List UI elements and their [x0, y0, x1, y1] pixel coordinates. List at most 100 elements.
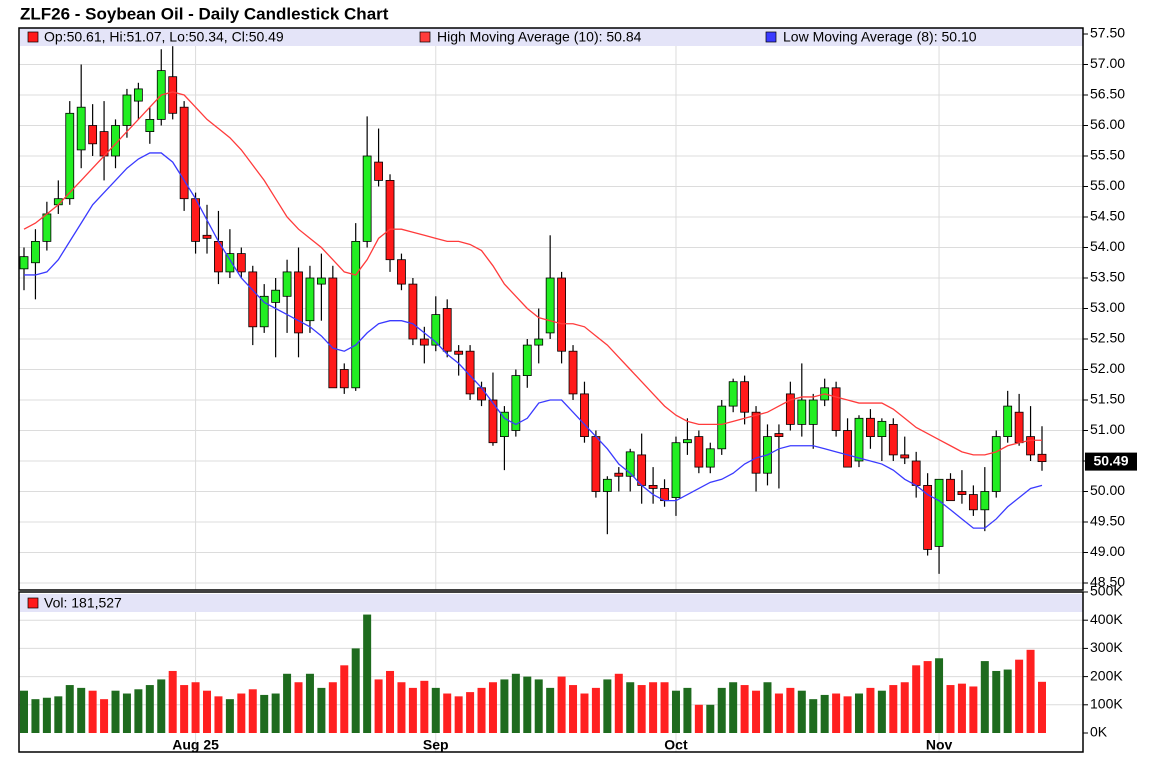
x-tick-label: Oct: [664, 737, 688, 753]
candle-body: [625, 451, 635, 477]
candle-body: [774, 433, 784, 437]
y-tick-label: 49.50: [1090, 513, 1125, 529]
candle-body: [385, 179, 395, 261]
candle-body: [225, 253, 235, 273]
candle-body: [19, 256, 29, 270]
volume-bar: [374, 679, 383, 733]
candle-body: [740, 381, 750, 413]
candle-body: [694, 436, 704, 468]
candle-body: [534, 338, 544, 346]
volume-bar: [214, 696, 223, 733]
volume-bar: [980, 661, 989, 733]
candle-body: [591, 436, 601, 492]
volume-legend: Vol: 181,527: [44, 595, 122, 611]
candle-body: [602, 478, 612, 492]
volume-bar: [363, 614, 372, 733]
y-tick-label: 51.00: [1090, 421, 1125, 437]
candle-body: [374, 161, 383, 181]
volume-bar: [42, 697, 51, 733]
candle-body: [488, 399, 498, 444]
volume-bar: [591, 687, 600, 733]
volume-bar: [660, 682, 669, 733]
volume-bar: [386, 670, 395, 733]
candle-body: [1003, 405, 1013, 438]
volume-bar: [832, 693, 841, 733]
volume-bar: [1038, 681, 1046, 733]
candle-body: [236, 253, 246, 273]
candle-body: [31, 240, 40, 264]
candle-body: [968, 494, 978, 511]
volume-frame: [18, 591, 1084, 753]
volume-bar: [248, 689, 257, 733]
candle-body: [76, 106, 86, 151]
candle-body: [397, 259, 406, 285]
volume-bar: [809, 699, 818, 733]
volume-bar: [168, 670, 177, 733]
candle-body: [545, 277, 555, 334]
candle-body: [431, 314, 441, 346]
volume-bar: [649, 682, 658, 733]
candle-body: [888, 423, 898, 456]
volume-bar: [820, 694, 829, 733]
volume-bar: [203, 690, 212, 733]
volume-bar: [88, 690, 97, 733]
candle-body: [831, 387, 841, 431]
y-tick-label: 54.50: [1090, 208, 1125, 224]
chart-title: ZLF26 - Soybean Oil - Daily Candlestick …: [20, 4, 389, 23]
y-tick-label: 56.50: [1090, 86, 1125, 102]
candle-body: [316, 277, 326, 285]
legend-swatch: [27, 597, 39, 609]
candle-body: [946, 478, 955, 502]
volume-bar: [740, 685, 749, 733]
candle-body: [465, 350, 475, 395]
legend-high-ma: High Moving Average (10): 50.84: [437, 29, 642, 45]
candle-body: [854, 417, 864, 462]
y-tick-label: 57.50: [1090, 25, 1125, 41]
moving-average-line: [24, 152, 1043, 529]
candle-body: [717, 405, 727, 450]
volume-bar: [157, 679, 166, 733]
volume-bar: [912, 665, 921, 733]
volume-bar: [511, 673, 520, 733]
volume-bar: [774, 693, 783, 733]
volume-bar: [786, 687, 795, 733]
candle-body: [168, 76, 178, 114]
volume-legend-band: [20, 594, 1083, 612]
volume-bar: [763, 682, 772, 733]
volume-bar: [557, 676, 566, 733]
candle-body: [65, 112, 75, 200]
candle-body: [328, 277, 338, 389]
candle-body: [145, 119, 155, 133]
candle-body: [522, 344, 532, 377]
candle-body: [900, 454, 910, 459]
candle-body: [671, 442, 681, 499]
candle-body: [877, 420, 887, 438]
candle-body: [866, 417, 875, 437]
candle-body: [500, 411, 509, 438]
y-tick-label: 57.00: [1090, 55, 1125, 71]
volume-bar: [523, 676, 532, 733]
volume-bar: [191, 682, 200, 733]
volume-bar: [54, 696, 63, 733]
volume-bar: [20, 690, 28, 733]
candle-body: [934, 478, 944, 547]
candle-body: [797, 399, 807, 425]
plot: [19, 46, 1047, 733]
last-price-label: 50.49: [1093, 452, 1128, 468]
volume-bar: [283, 673, 292, 733]
volume-bar: [797, 690, 806, 733]
candle-body: [351, 240, 361, 389]
y-tick-label: 48.50: [1090, 574, 1125, 590]
volume-bar: [752, 690, 761, 733]
candle-body: [557, 277, 566, 352]
candle-body: [808, 399, 818, 425]
candle-body: [339, 369, 349, 389]
volume-bar: [843, 696, 852, 733]
volume-bar: [854, 693, 863, 733]
volume-bar: [31, 699, 40, 733]
y-tick-label: 52.50: [1090, 330, 1125, 346]
volume-bar: [408, 687, 417, 733]
candle-body: [911, 460, 921, 486]
candle-body: [477, 387, 486, 401]
legend-low-ma: Low Moving Average (8): 50.10: [783, 29, 977, 45]
